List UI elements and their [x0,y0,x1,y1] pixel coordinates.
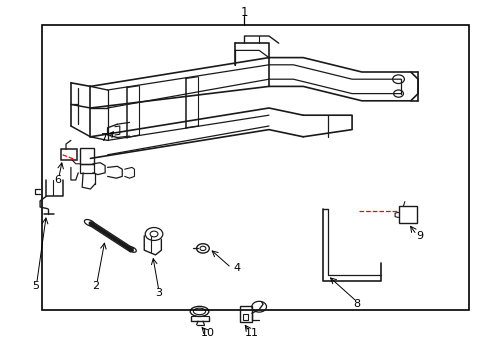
Text: 5: 5 [32,281,39,291]
Text: 2: 2 [92,281,99,291]
Bar [239,306,251,322]
Text: 11: 11 [244,328,258,338]
Text: 8: 8 [353,299,360,309]
Bar [80,164,94,173]
Text: 3: 3 [155,288,162,298]
Text: 9: 9 [415,231,422,242]
Text: 10: 10 [201,328,214,338]
Text: 4: 4 [233,263,241,273]
Bar [41,25,468,310]
Text: 6: 6 [54,175,61,185]
Bar [61,149,77,160]
Bar [398,206,416,223]
Text: 7: 7 [100,133,107,143]
Bar [243,314,248,320]
Bar [80,148,94,164]
Text: 1: 1 [240,6,248,19]
